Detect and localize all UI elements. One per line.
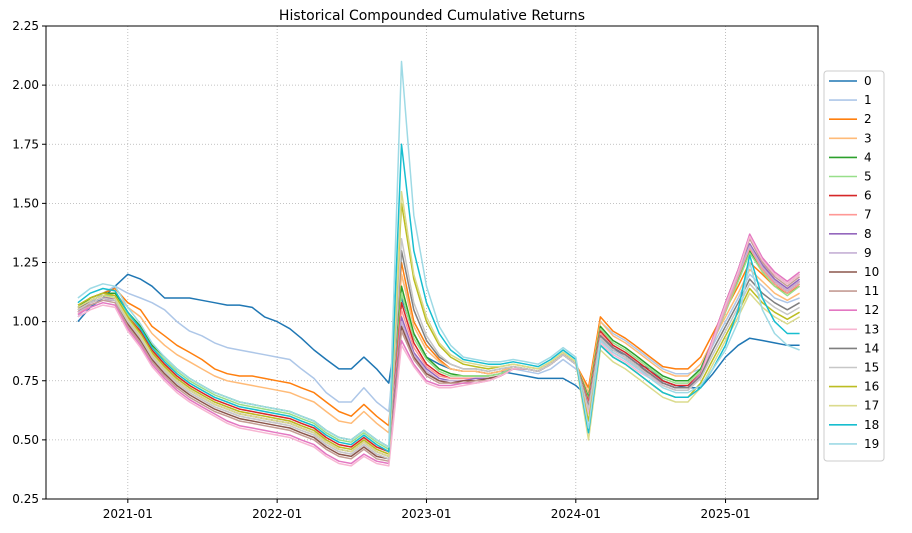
y-tick-label: 0.25 — [12, 492, 39, 506]
y-tick-label: 0.50 — [12, 433, 39, 447]
y-tick-label: 1.75 — [12, 137, 39, 151]
y-tick-label: 1.50 — [12, 196, 39, 210]
y-tick-label: 2.00 — [12, 78, 39, 92]
y-tick-label: 1.00 — [12, 315, 39, 329]
x-axis-ticks: 2021-01 2022-01 2023-01 2024-01 2025-01 — [103, 499, 751, 521]
series-line-9 — [77, 245, 801, 460]
legend-label: 7 — [864, 208, 872, 222]
x-tick-label: 2023-01 — [401, 507, 451, 521]
legend-label: 14 — [864, 341, 879, 355]
legend-label: 3 — [864, 131, 872, 145]
grid — [46, 25, 818, 500]
legend-label: 0 — [864, 74, 872, 88]
legend-box — [823, 70, 885, 462]
legend-label: 11 — [864, 284, 879, 298]
series-line-4 — [77, 249, 801, 448]
plot-area-frame — [45, 25, 819, 500]
series-line-0 — [77, 273, 800, 399]
y-axis-ticks: 0.25 0.50 0.75 1.00 1.25 1.50 1.75 2.00 2.25 — [12, 19, 46, 506]
legend-label: 17 — [864, 399, 879, 413]
y-tick-label: 1.25 — [12, 256, 39, 270]
series-line-15 — [77, 238, 800, 460]
x-tick-label: 2021-01 — [103, 507, 153, 521]
x-tick-label: 2025-01 — [700, 507, 750, 521]
legend-label: 2 — [864, 112, 872, 126]
series-line-18 — [77, 143, 800, 453]
legend-label: 15 — [864, 361, 879, 375]
y-tick-label: 0.75 — [12, 374, 39, 388]
series-line-6 — [77, 245, 801, 453]
series-line-3 — [77, 268, 800, 434]
legend-label: 1 — [864, 93, 872, 107]
y-tick-label: 2.25 — [12, 19, 39, 33]
legend-label: 19 — [864, 437, 879, 451]
chart-title: Historical Compounded Cumulative Returns — [279, 8, 585, 24]
legend-label: 4 — [864, 150, 872, 164]
legend-label: 6 — [864, 189, 872, 203]
series-line-19 — [77, 60, 800, 448]
legend-label: 9 — [864, 246, 872, 260]
series-line-2 — [77, 261, 800, 427]
legend-label: 8 — [864, 227, 872, 241]
series-lines — [77, 60, 801, 467]
legend-label: 12 — [864, 303, 879, 317]
legend-label: 13 — [864, 322, 879, 336]
x-tick-label: 2024-01 — [551, 507, 601, 521]
legend-label: 18 — [864, 418, 879, 432]
legend-label: 5 — [864, 170, 872, 184]
legend-label: 16 — [864, 380, 879, 394]
series-line-5 — [77, 252, 801, 451]
series-line-17 — [77, 190, 800, 458]
series-line-10 — [77, 235, 801, 460]
legend-label: 10 — [864, 265, 879, 279]
series-line-12 — [77, 233, 801, 465]
x-tick-label: 2022-01 — [252, 507, 302, 521]
